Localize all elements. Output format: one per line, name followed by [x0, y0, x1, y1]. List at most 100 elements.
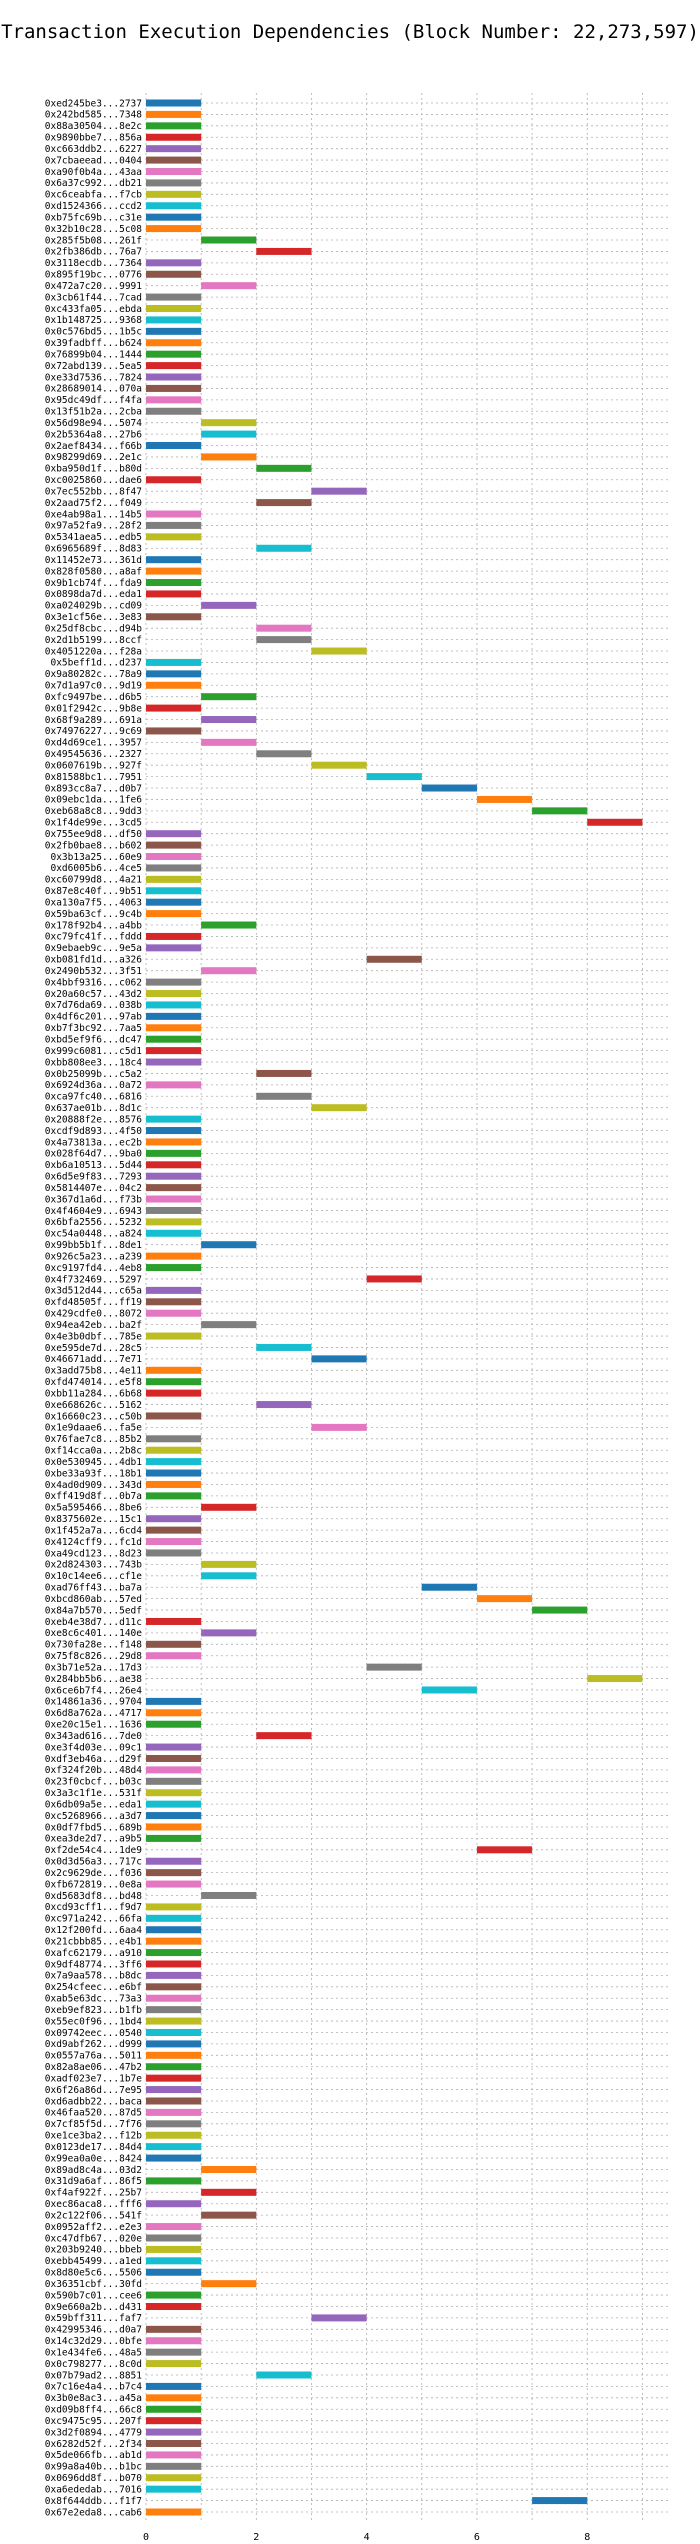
- transaction-bar: [146, 944, 202, 952]
- transaction-label: 0xad76ff43...ba7a: [45, 1583, 142, 1594]
- transaction-bar: [146, 1538, 202, 1546]
- transaction-label: 0xc433fa05...ebda: [45, 304, 142, 315]
- transaction-label: 0x87e8c40f...9b51: [45, 886, 143, 897]
- transaction-bar: [146, 1058, 202, 1066]
- transaction-bar: [146, 1754, 202, 1762]
- transaction-bar: [146, 1446, 202, 1454]
- transaction-bar: [146, 362, 202, 370]
- transaction-bar: [146, 1914, 202, 1922]
- transaction-bar: [146, 1994, 202, 2002]
- transaction-label: 0x6a37c992...db21: [45, 178, 143, 189]
- transaction-bar: [146, 1880, 202, 1888]
- transaction-label: 0x99ea0a0e...8424: [45, 2153, 143, 2164]
- transaction-label: 0x2aef8434...f66b: [45, 441, 143, 452]
- transaction-label: 0x895f19bc...0776: [45, 270, 143, 281]
- transaction-label: 0x893cc8a7...d0b7: [45, 783, 142, 794]
- transaction-label: 0xf2de54c4...1de9: [45, 1845, 143, 1856]
- transaction-label: 0x46faa520...87d5: [45, 2108, 142, 2119]
- transaction-label: 0xa024029b...cd09: [45, 601, 143, 612]
- transaction-label: 0xeb9ef823...b1fb: [45, 2005, 143, 2016]
- transaction-label: 0x21cbbb85...e4b1: [45, 1936, 143, 1947]
- transaction-label: 0xdf3eb46a...d29f: [45, 1754, 142, 1765]
- transaction-label: 0x367d1a6d...f73b: [45, 1194, 143, 1205]
- transaction-label: 0x7c16e4a4...b7c4: [45, 2382, 143, 2393]
- transaction-bar: [146, 2006, 202, 2014]
- transaction-bar: [201, 1241, 257, 1249]
- bars: [146, 99, 643, 2516]
- transaction-label: 0x5814407e...04c2: [45, 1183, 142, 1194]
- transaction-bar: [146, 1378, 202, 1386]
- transaction-label: 0xd9abf262...d999: [45, 2039, 143, 2050]
- transaction-label: 0x343ad616...7de0: [45, 1731, 143, 1742]
- transaction-label: 0xc663ddb2...6227: [45, 144, 142, 155]
- transaction-label: 0xebb45499...a1ed: [45, 2256, 142, 2267]
- transaction-label: 0xfd48505f...ff19: [45, 1297, 143, 1308]
- transaction-label: 0xa90f0b4a...43aa: [45, 167, 142, 178]
- transaction-bar: [146, 2394, 202, 2402]
- transaction-label: 0x7d76da69...038b: [45, 1000, 143, 1011]
- transaction-bar: [146, 442, 202, 450]
- transaction-bar: [146, 978, 202, 986]
- transaction-label: 0x59ba63cf...9c4b: [45, 909, 143, 920]
- transaction-label: 0x0123de17...84d4: [45, 2142, 143, 2153]
- transaction-bar: [201, 1572, 257, 1580]
- transaction-bar: [201, 453, 257, 461]
- transaction-label: 0x3118ecdb...7364: [45, 258, 143, 269]
- transaction-label: 0xb75fc69b...c31e: [45, 212, 143, 223]
- transaction-label: 0xa130a7f5...4063: [45, 897, 142, 908]
- transaction-label: 0x8f644ddb...f1f7: [45, 2496, 142, 2507]
- transaction-bar: [146, 1149, 202, 1157]
- transaction-bar: [146, 1081, 202, 1089]
- transaction-label: 0x3d2f0894...4779: [45, 2427, 143, 2438]
- transaction-label: 0x4f4604e9...6943: [45, 1206, 142, 1217]
- transaction-bar: [256, 464, 312, 472]
- transaction-bar: [146, 1983, 202, 1991]
- transaction-bar: [146, 327, 202, 335]
- transaction-bar: [146, 110, 202, 118]
- transaction-bar: [146, 396, 202, 404]
- transaction-label: 0xbcd860ab...57ed: [45, 1594, 142, 1605]
- transaction-bar: [146, 1332, 202, 1340]
- transaction-label: 0xe33d7536...7824: [45, 372, 143, 383]
- transaction-bar: [146, 1789, 202, 1797]
- transaction-bar: [146, 1309, 202, 1317]
- transaction-label: 0x36351cbf...30fd: [45, 2279, 142, 2290]
- transaction-bar: [146, 1777, 202, 1785]
- transaction-bar: [146, 2028, 202, 2036]
- transaction-bar: [146, 727, 202, 735]
- transaction-bar: [146, 1127, 202, 1135]
- transaction-bar: [146, 2108, 202, 2116]
- transaction-bar: [201, 967, 257, 975]
- transaction-bar: [146, 2302, 202, 2310]
- transaction-label: 0x14c32d29...0bfe: [45, 2336, 143, 2347]
- transaction-label: 0x11452e73...361d: [45, 555, 142, 566]
- transaction-bar: [146, 658, 202, 666]
- transaction-bar: [146, 2417, 202, 2425]
- transaction-label: 0xc54a0448...a824: [45, 1229, 143, 1240]
- transaction-label: 0x9a80282c...78a9: [45, 669, 143, 680]
- transaction-bar: [146, 259, 202, 267]
- transaction-bar: [146, 1286, 202, 1294]
- transaction-label: 0xc5268966...a3d7: [45, 1811, 142, 1822]
- transaction-bar: [146, 1857, 202, 1865]
- transaction-label: 0x39fadbff...b624: [45, 338, 143, 349]
- transaction-bar: [146, 533, 202, 541]
- transaction-label: 0xbe33a93f...18b1: [45, 1468, 143, 1479]
- transaction-label: 0xff419d8f...0b7a: [45, 1491, 142, 1502]
- transaction-label: 0x99a8a40b...b1bc: [45, 2462, 142, 2473]
- transaction-bar: [146, 2325, 202, 2333]
- transaction-label: 0xea3de2d7...a9b5: [45, 1834, 142, 1845]
- transaction-bar: [146, 2474, 202, 2482]
- transaction-bar: [146, 2428, 202, 2436]
- transaction-bar: [146, 1526, 202, 1534]
- transaction-label: 0x88a30504...8e2c: [45, 121, 142, 132]
- transaction-label: 0x2b5364a8...27b6: [45, 429, 143, 440]
- transaction-bar: [256, 636, 312, 644]
- transaction-label: 0x10c14ee6...cf1e: [45, 1571, 143, 1582]
- transaction-label: 0x49545636...2327: [45, 749, 142, 760]
- transaction-label: 0x68f9a289...691a: [45, 715, 142, 726]
- transaction-label: 0xe1ce3ba2...f12b: [45, 2131, 143, 2142]
- transaction-bar: [146, 681, 202, 689]
- transaction-label: 0x55ec0f96...1bd4: [45, 2016, 143, 2027]
- transaction-label: 0x4ad0d909...343d: [45, 1480, 142, 1491]
